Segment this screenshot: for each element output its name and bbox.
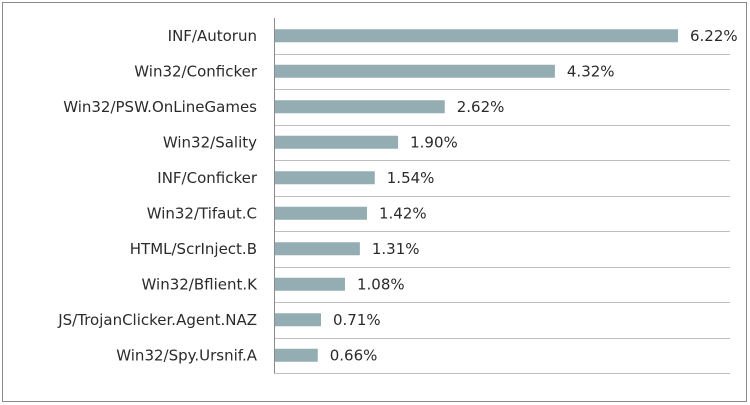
value-label-5: 1.42% — [379, 204, 427, 222]
bar-5 — [275, 206, 368, 220]
value-label-8: 0.71% — [333, 311, 381, 329]
category-label-3: Win32/Sality — [163, 133, 257, 151]
bar-0 — [275, 29, 678, 43]
value-label-3: 1.90% — [410, 133, 458, 151]
value-label-6: 1.31% — [372, 240, 420, 258]
bar-2 — [275, 100, 445, 114]
category-label-4: INF/Conficker — [157, 169, 258, 187]
bar-layer — [275, 29, 678, 362]
category-label-9: Win32/Spy.Ursnif.A — [116, 346, 257, 364]
value-label-1: 4.32% — [567, 62, 615, 80]
category-label-7: Win32/Bflient.K — [142, 275, 259, 293]
category-label-0: INF/Autorun — [168, 27, 257, 45]
value-label-9: 0.66% — [330, 346, 378, 364]
bar-7 — [275, 277, 345, 291]
category-label-5: Win32/Tifaut.C — [147, 204, 257, 222]
value-label-layer: 6.22% 4.32% 2.62% 1.90% 1.54% 1.42% 1.31% 1.08%… — [330, 27, 738, 365]
bar-6 — [275, 242, 360, 256]
grid-layer — [274, 54, 730, 374]
bar-9 — [275, 348, 318, 362]
bar-1 — [275, 64, 555, 78]
bar-4 — [275, 171, 375, 185]
value-label-4: 1.54% — [387, 169, 435, 187]
value-label-0: 6.22% — [690, 27, 738, 45]
category-label-6: HTML/ScrInject.B — [130, 240, 257, 258]
bar-3 — [275, 135, 399, 149]
value-label-7: 1.08% — [357, 275, 405, 293]
bar-8 — [275, 313, 322, 327]
category-label-2: Win32/PSW.OnLineGames — [63, 98, 257, 116]
category-label-8: JS/TrojanClicker.Agent.NAZ — [57, 311, 257, 329]
category-label-1: Win32/Conficker — [134, 62, 258, 80]
category-label-layer: INF/Autorun Win32/Conficker Win32/PSW.OnLi… — [57, 27, 258, 365]
value-label-2: 2.62% — [457, 98, 505, 116]
